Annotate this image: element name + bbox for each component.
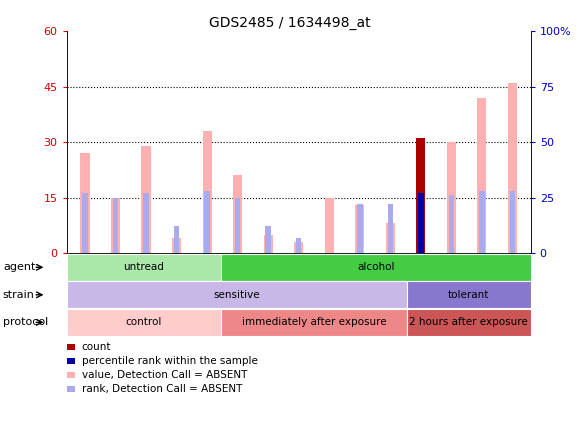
Text: 2 hours after exposure: 2 hours after exposure: [409, 317, 528, 327]
Text: value, Detection Call = ABSENT: value, Detection Call = ABSENT: [82, 370, 247, 380]
Bar: [448, 195, 454, 253]
Bar: [294, 242, 303, 253]
Bar: [510, 191, 515, 253]
Bar: [111, 198, 120, 253]
Bar: [325, 198, 334, 253]
Text: control: control: [126, 317, 162, 327]
Text: rank, Detection Call = ABSENT: rank, Detection Call = ABSENT: [82, 385, 242, 394]
Bar: [387, 204, 393, 253]
Bar: [386, 223, 395, 253]
Text: sensitive: sensitive: [213, 290, 260, 300]
Text: immediately after exposure: immediately after exposure: [242, 317, 386, 327]
Text: strain: strain: [3, 290, 35, 300]
Text: percentile rank within the sample: percentile rank within the sample: [82, 356, 258, 366]
Bar: [447, 142, 456, 253]
Text: agent: agent: [3, 262, 35, 272]
Text: alcohol: alcohol: [357, 262, 395, 272]
Bar: [233, 175, 242, 253]
Bar: [235, 198, 240, 253]
Bar: [204, 191, 210, 253]
Bar: [416, 139, 425, 253]
Text: protocol: protocol: [3, 317, 48, 327]
Bar: [143, 193, 149, 253]
Bar: [508, 83, 517, 253]
Bar: [202, 131, 212, 253]
Bar: [142, 146, 151, 253]
Bar: [418, 193, 423, 253]
Bar: [263, 234, 273, 253]
Text: count: count: [82, 342, 111, 352]
Text: GDS2485 / 1634498_at: GDS2485 / 1634498_at: [209, 16, 371, 30]
Bar: [82, 193, 88, 253]
Text: untread: untread: [124, 262, 165, 272]
Bar: [477, 98, 487, 253]
Text: tolerant: tolerant: [448, 290, 490, 300]
Bar: [113, 198, 118, 253]
Bar: [266, 226, 271, 253]
Bar: [174, 226, 179, 253]
Bar: [172, 238, 181, 253]
Bar: [479, 191, 485, 253]
Bar: [355, 205, 364, 253]
Bar: [357, 204, 362, 253]
Bar: [296, 238, 302, 253]
Bar: [81, 153, 89, 253]
